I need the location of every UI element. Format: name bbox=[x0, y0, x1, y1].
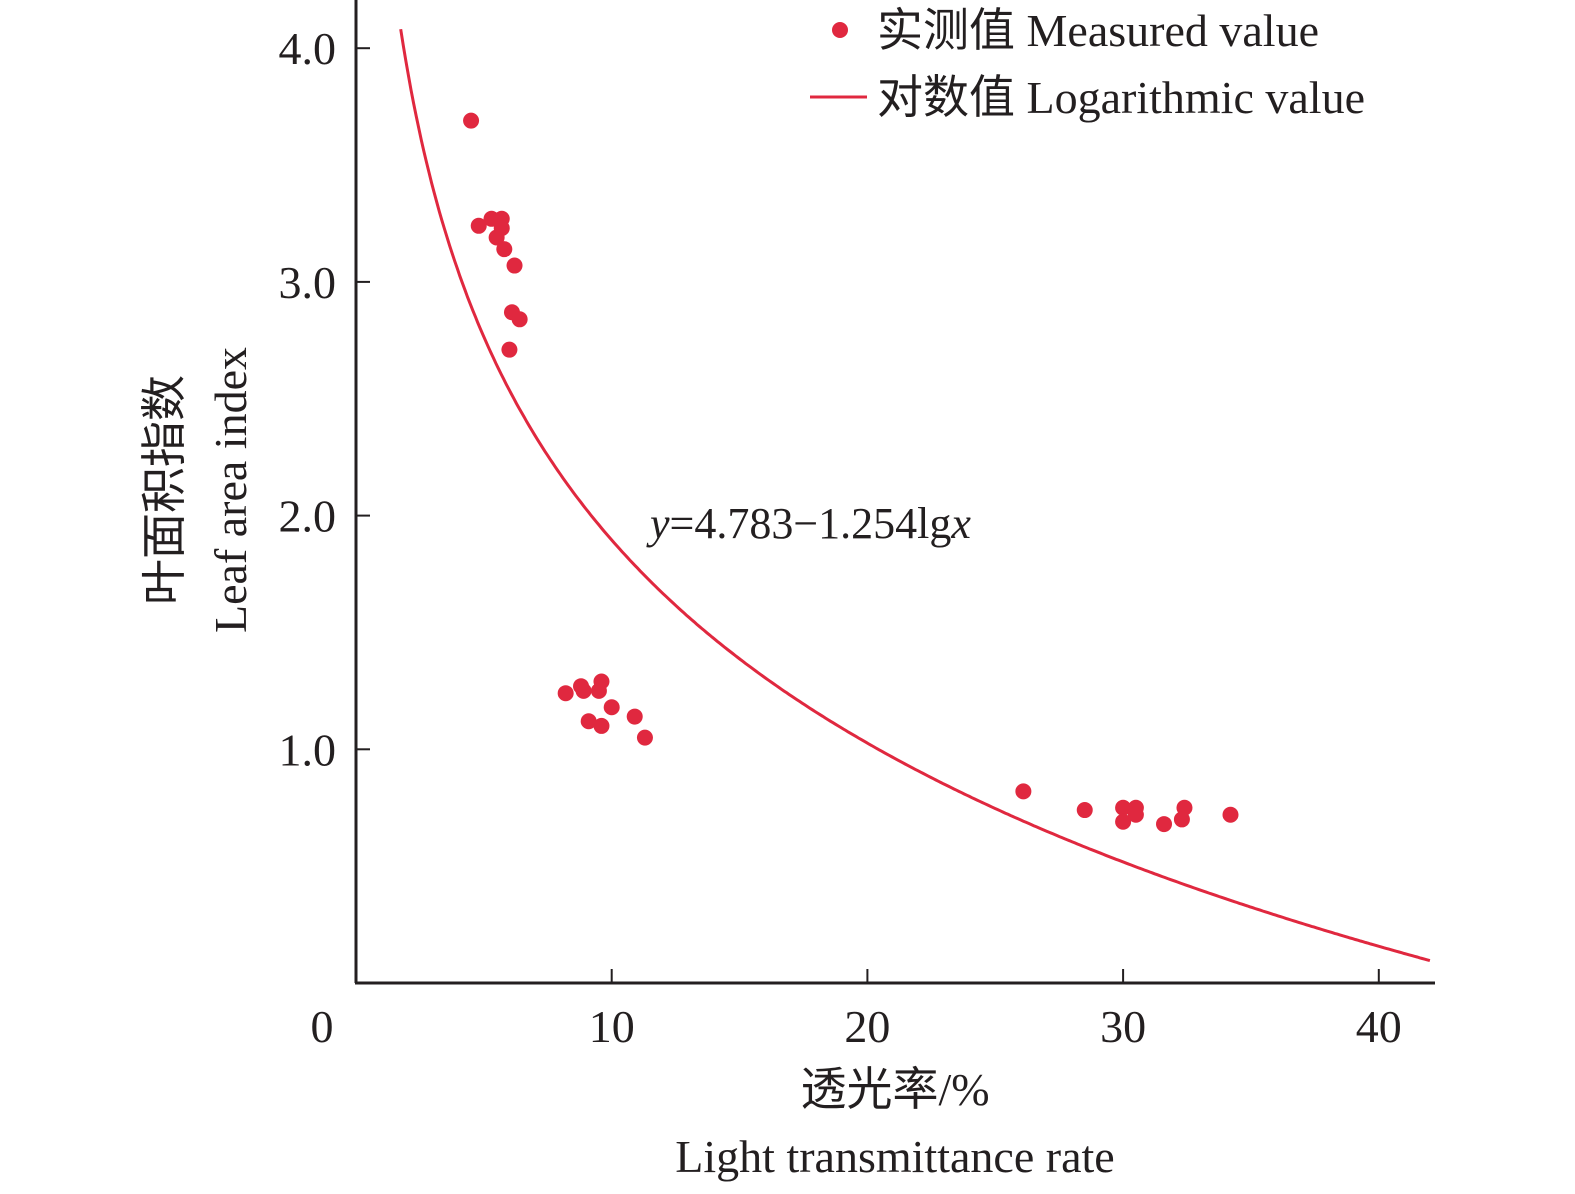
data-point bbox=[575, 682, 592, 699]
equation-label: y=4.783−1.254lgx bbox=[646, 499, 971, 548]
x-tick-label: 40 bbox=[1356, 1001, 1402, 1052]
data-point bbox=[1173, 811, 1190, 828]
data-point bbox=[496, 241, 513, 258]
x-tick-label: 0 bbox=[311, 1001, 334, 1052]
data-point bbox=[1076, 802, 1093, 819]
logarithmic-curve bbox=[399, 28, 1431, 963]
y-axis-title-en: Leaf area index bbox=[205, 347, 256, 633]
data-point bbox=[1222, 806, 1239, 823]
data-point bbox=[593, 717, 610, 734]
x-axis-title-cn: 透光率/% bbox=[800, 1064, 989, 1115]
data-point bbox=[470, 217, 487, 234]
equation-y: y bbox=[646, 499, 670, 548]
data-point bbox=[593, 673, 610, 690]
data-point bbox=[1156, 816, 1173, 833]
legend: 实测值 Measured value 对数值 Logarithmic value bbox=[810, 5, 1365, 123]
legend-label-measured: 实测值 Measured value bbox=[877, 5, 1319, 56]
y-axis-title-cn: 叶面积指数 bbox=[139, 375, 190, 605]
data-point bbox=[493, 220, 510, 237]
data-point bbox=[501, 341, 518, 358]
legend-label-logarithmic: 对数值 Logarithmic value bbox=[877, 72, 1365, 123]
x-tick-label: 20 bbox=[844, 1001, 890, 1052]
equation-x: x bbox=[950, 499, 971, 548]
data-point bbox=[506, 257, 523, 274]
equation-body: =4.783−1.254lg bbox=[670, 499, 952, 548]
y-tick-label: 4.0 bbox=[279, 23, 337, 74]
data-point bbox=[580, 713, 597, 730]
y-tick-label: 2.0 bbox=[279, 491, 337, 542]
measured-points bbox=[463, 112, 1239, 833]
data-point bbox=[1115, 813, 1132, 830]
y-tick-label: 3.0 bbox=[279, 257, 337, 308]
data-point bbox=[1015, 783, 1032, 800]
data-point bbox=[557, 685, 574, 702]
legend-marker-measured bbox=[832, 22, 848, 38]
axes bbox=[354, 0, 1435, 985]
x-axis-title-en: Light transmittance rate bbox=[675, 1131, 1114, 1182]
data-point bbox=[603, 699, 620, 716]
data-point bbox=[636, 729, 653, 746]
y-tick-label: 1.0 bbox=[279, 724, 337, 775]
data-point bbox=[626, 708, 643, 725]
x-ticks: 0 10 20 30 40 bbox=[311, 969, 1402, 1052]
data-point bbox=[463, 112, 480, 129]
data-point bbox=[1127, 806, 1144, 823]
data-point bbox=[511, 311, 528, 328]
x-tick-label: 30 bbox=[1100, 1001, 1146, 1052]
data-point bbox=[1115, 799, 1132, 816]
y-ticks: 1.0 2.0 3.0 4.0 bbox=[279, 23, 370, 775]
x-tick-label: 10 bbox=[589, 1001, 635, 1052]
